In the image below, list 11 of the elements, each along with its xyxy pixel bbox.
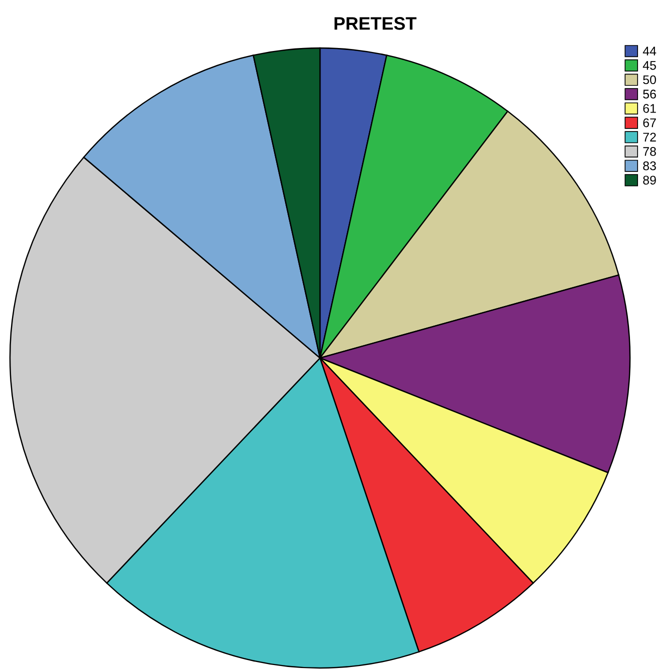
legend-label: 56	[643, 90, 656, 99]
legend-label: 61	[643, 104, 656, 113]
legend-label: 89	[643, 176, 656, 185]
legend-label: 45	[642, 61, 656, 70]
legend-label: 72	[643, 132, 656, 142]
legend-label: 83	[643, 161, 656, 170]
chart-title: PRETEST	[334, 17, 416, 30]
legend-label: 50	[643, 75, 656, 84]
legend-label: 67	[643, 118, 656, 128]
legend-label: 44	[642, 46, 656, 56]
legend-label: 78	[643, 147, 656, 156]
